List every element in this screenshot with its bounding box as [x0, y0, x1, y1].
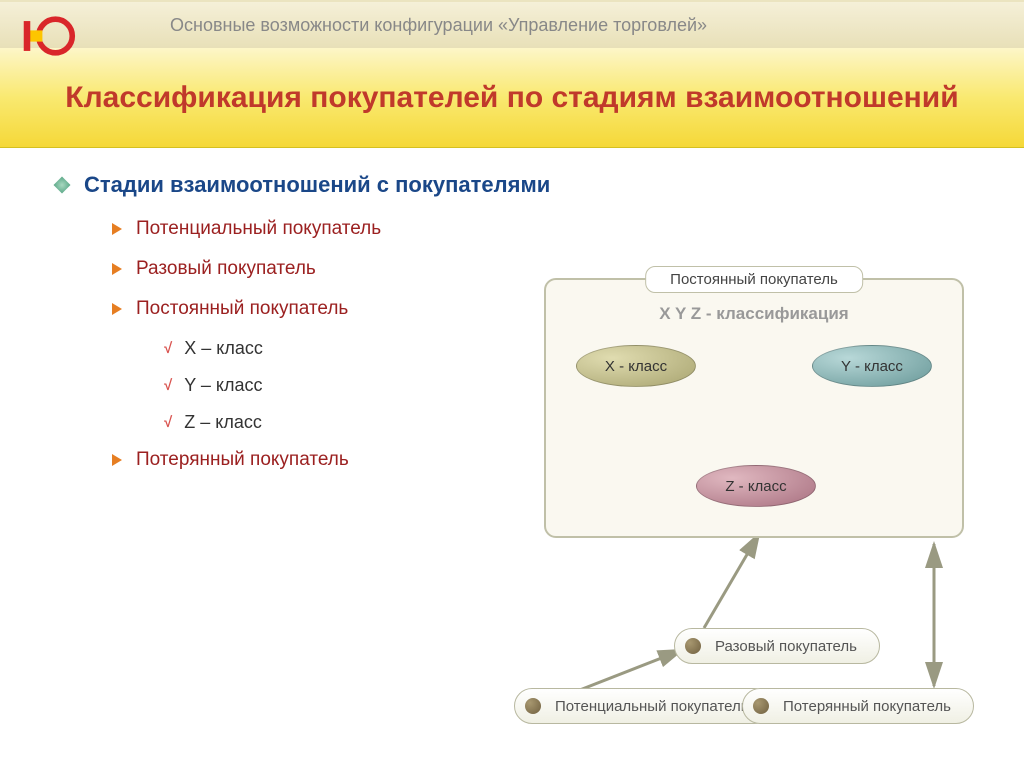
arrow-icon: [112, 454, 122, 466]
arrow-icon: [112, 303, 122, 315]
pill-potential: Потенциальный покупатель: [514, 688, 772, 724]
node-y: Y - класс: [812, 345, 932, 387]
pill-lost: Потерянный покупатель: [742, 688, 974, 724]
node-z: Z - класс: [696, 465, 816, 507]
xyz-label: X Y Z - классификация: [546, 304, 962, 324]
dot-icon: [685, 638, 701, 654]
node-x: X - класс: [576, 345, 696, 387]
diamond-icon: [54, 177, 71, 194]
dot-icon: [753, 698, 769, 714]
slide-title: Классификация покупателей по стадиям вза…: [65, 78, 958, 117]
check-icon: √: [164, 377, 172, 394]
dot-icon: [525, 698, 541, 714]
header-subtitle: Основные возможности конфигурации «Управ…: [170, 15, 707, 36]
title-bar: Классификация покупателей по стадиям вза…: [0, 48, 1024, 148]
header-bar: Основные возможности конфигурации «Управ…: [0, 0, 1024, 48]
check-icon: √: [164, 340, 172, 357]
main-bullet-text: Стадии взаимоотношений с покупателями: [84, 172, 550, 198]
pill-onetime: Разовый покупатель: [674, 628, 880, 664]
check-icon: √: [164, 414, 172, 431]
permanent-box-label: Постоянный покупатель: [645, 266, 863, 293]
content-area: Стадии взаимоотношений с покупателями По…: [0, 148, 1024, 768]
arrow-icon: [112, 263, 122, 275]
arrow-icon: [112, 223, 122, 235]
permanent-box: Постоянный покупатель X Y Z - классифика…: [544, 278, 964, 538]
logo-1c: [20, 8, 76, 64]
stage-potential: Потенциальный покупатель: [112, 218, 968, 240]
main-bullet: Стадии взаимоотношений с покупателями: [56, 172, 968, 198]
diagram: Постоянный покупатель X Y Z - классифика…: [504, 248, 984, 728]
